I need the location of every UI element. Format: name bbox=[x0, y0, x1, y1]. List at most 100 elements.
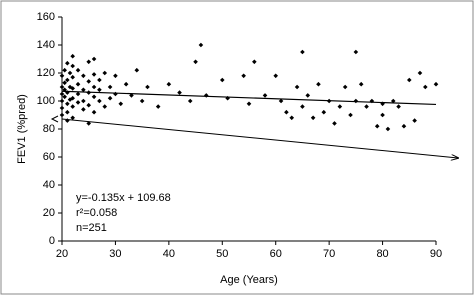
point bbox=[364, 104, 369, 109]
point bbox=[65, 77, 70, 83]
point bbox=[145, 84, 150, 90]
point bbox=[406, 77, 412, 83]
point bbox=[75, 81, 81, 87]
x-tick-label: 80 bbox=[376, 248, 388, 260]
point bbox=[86, 59, 92, 65]
point bbox=[91, 72, 97, 77]
point bbox=[59, 105, 65, 111]
point bbox=[70, 115, 75, 121]
point bbox=[123, 81, 129, 87]
point bbox=[289, 115, 295, 121]
y-tick-label: 60 bbox=[43, 151, 55, 163]
point bbox=[97, 98, 102, 104]
y-tick-label: 20 bbox=[43, 207, 55, 219]
point bbox=[310, 115, 316, 121]
point bbox=[316, 81, 321, 87]
point bbox=[75, 67, 81, 73]
point bbox=[278, 98, 284, 104]
point bbox=[59, 73, 65, 79]
point bbox=[358, 81, 364, 87]
annotation: r²=0.058 bbox=[76, 207, 117, 219]
point bbox=[198, 42, 204, 48]
point bbox=[65, 101, 70, 107]
point bbox=[246, 101, 252, 107]
point bbox=[166, 81, 172, 87]
point bbox=[390, 98, 396, 104]
point bbox=[300, 49, 305, 55]
point bbox=[65, 90, 70, 95]
y-tick-label: 140 bbox=[37, 39, 55, 51]
point bbox=[369, 98, 375, 104]
point bbox=[91, 84, 97, 90]
x-tick-label: 50 bbox=[216, 248, 228, 260]
point bbox=[75, 91, 81, 97]
point bbox=[70, 74, 75, 80]
point bbox=[65, 118, 70, 123]
point bbox=[67, 70, 73, 76]
x-tick-label: 70 bbox=[323, 248, 335, 260]
point bbox=[91, 94, 97, 100]
point bbox=[129, 93, 134, 98]
annotation: y=-0.135x + 109.68 bbox=[76, 192, 171, 204]
point bbox=[353, 98, 359, 104]
point bbox=[219, 77, 225, 83]
point bbox=[86, 121, 92, 126]
point bbox=[86, 102, 92, 108]
point bbox=[134, 67, 140, 73]
y-tick-label: 40 bbox=[43, 179, 55, 191]
point bbox=[59, 112, 65, 118]
point bbox=[412, 118, 417, 123]
x-tick-label: 60 bbox=[270, 248, 282, 260]
point bbox=[417, 70, 423, 76]
point bbox=[139, 98, 145, 104]
y-tick-label: 0 bbox=[49, 235, 55, 247]
point bbox=[241, 73, 246, 79]
point bbox=[62, 67, 67, 73]
point bbox=[401, 123, 407, 129]
point bbox=[102, 104, 108, 109]
point bbox=[337, 104, 343, 109]
point bbox=[86, 79, 92, 84]
y-tick-label: 80 bbox=[43, 123, 55, 135]
point bbox=[118, 101, 124, 107]
point bbox=[59, 98, 65, 104]
point bbox=[273, 73, 279, 79]
point bbox=[62, 87, 67, 93]
point bbox=[321, 109, 327, 115]
annotation: n=251 bbox=[76, 222, 107, 234]
y-axis-label: FEV1 (%pred) bbox=[16, 94, 28, 164]
point bbox=[59, 84, 65, 90]
point bbox=[86, 90, 92, 95]
y-tick-label: 120 bbox=[37, 67, 55, 79]
point bbox=[81, 107, 86, 112]
point bbox=[332, 121, 337, 126]
point bbox=[187, 98, 193, 104]
point bbox=[113, 91, 118, 97]
point bbox=[396, 104, 401, 109]
point bbox=[385, 126, 391, 132]
point bbox=[59, 91, 65, 97]
point bbox=[113, 73, 118, 79]
point bbox=[107, 84, 113, 90]
point bbox=[294, 84, 300, 90]
point bbox=[326, 98, 332, 104]
point bbox=[107, 95, 113, 101]
point bbox=[62, 80, 67, 86]
point bbox=[203, 93, 209, 98]
point bbox=[433, 81, 439, 87]
point bbox=[284, 109, 289, 115]
x-axis-label: Age (Years) bbox=[220, 274, 278, 286]
y-tick-label: 160 bbox=[37, 11, 55, 23]
arrow-head bbox=[50, 115, 59, 123]
point bbox=[81, 98, 86, 104]
trendline bbox=[61, 90, 437, 106]
point bbox=[70, 104, 75, 109]
point bbox=[353, 49, 359, 55]
point bbox=[81, 73, 86, 79]
point bbox=[91, 56, 97, 62]
point bbox=[102, 70, 108, 76]
point bbox=[193, 59, 198, 65]
point bbox=[252, 59, 257, 65]
